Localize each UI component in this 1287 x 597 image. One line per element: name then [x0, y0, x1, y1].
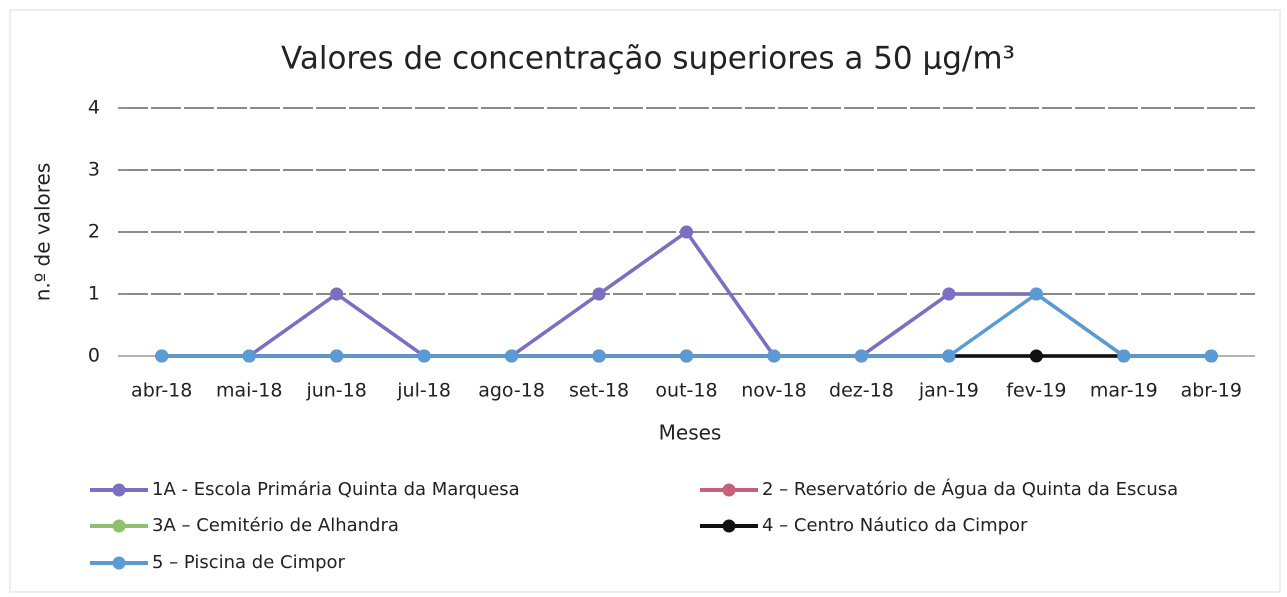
series-marker — [942, 287, 956, 301]
series-marker — [592, 349, 606, 363]
series-marker — [330, 349, 344, 363]
x-tick-label: abr-18 — [131, 380, 192, 402]
y-tick-label: 2 — [88, 221, 100, 243]
legend-marker — [722, 483, 736, 497]
x-axis-label: Meses — [659, 421, 722, 445]
series-marker — [242, 349, 256, 363]
series-marker — [942, 349, 956, 363]
legend-marker — [112, 483, 126, 497]
series-marker — [680, 225, 693, 239]
series-marker — [854, 349, 868, 363]
series-marker — [1117, 349, 1131, 363]
legend-marker — [112, 519, 126, 533]
series-marker — [767, 349, 781, 363]
legend-marker — [722, 519, 736, 533]
x-tick-label: jun-18 — [305, 380, 366, 402]
x-tick-label: abr-19 — [1181, 380, 1242, 402]
series-marker — [1204, 349, 1218, 363]
x-tick-label: jul-18 — [396, 380, 451, 402]
x-tick-label: nov-18 — [741, 380, 806, 402]
chart-title: Valores de concentração superiores a 50 … — [281, 41, 1015, 77]
x-tick-label: mai-18 — [216, 380, 282, 402]
y-axis-label: n.º de valores — [31, 163, 55, 302]
y-tick-label: 4 — [88, 97, 100, 119]
series-line — [161, 291, 1212, 358]
series-marker — [1029, 287, 1043, 301]
series-marker — [1029, 349, 1043, 363]
legend-label: 4 – Centro Náutico da Cimpor — [762, 515, 1028, 536]
x-tick-label: out-18 — [655, 380, 717, 402]
x-tick-label: fev-19 — [1006, 380, 1066, 402]
y-tick-label: 0 — [88, 345, 100, 367]
legend-label: 3A – Cemitério de Alhandra — [152, 515, 399, 536]
chart-frame — [9, 9, 1281, 593]
legend-marker — [112, 556, 126, 570]
x-tick-label: jan-19 — [918, 380, 979, 402]
x-tick-label: ago-18 — [478, 380, 545, 402]
series-marker — [417, 349, 431, 363]
series-marker — [680, 349, 693, 363]
y-tick-label: 1 — [88, 283, 100, 305]
y-tick-label: 3 — [88, 159, 100, 181]
x-tick-label: dez-18 — [829, 380, 894, 402]
series-marker — [592, 287, 606, 301]
legend-label: 5 – Piscina de Cimpor — [152, 552, 346, 573]
series-marker — [330, 287, 344, 301]
x-tick-label: mar-19 — [1090, 380, 1158, 402]
x-tick-label: set-18 — [569, 380, 629, 402]
series-marker — [505, 349, 519, 363]
legend-label: 1A - Escola Primária Quinta da Marquesa — [152, 479, 520, 500]
legend-label: 2 – Reservatório de Água da Quinta da Es… — [762, 478, 1178, 500]
series-marker — [155, 349, 169, 363]
